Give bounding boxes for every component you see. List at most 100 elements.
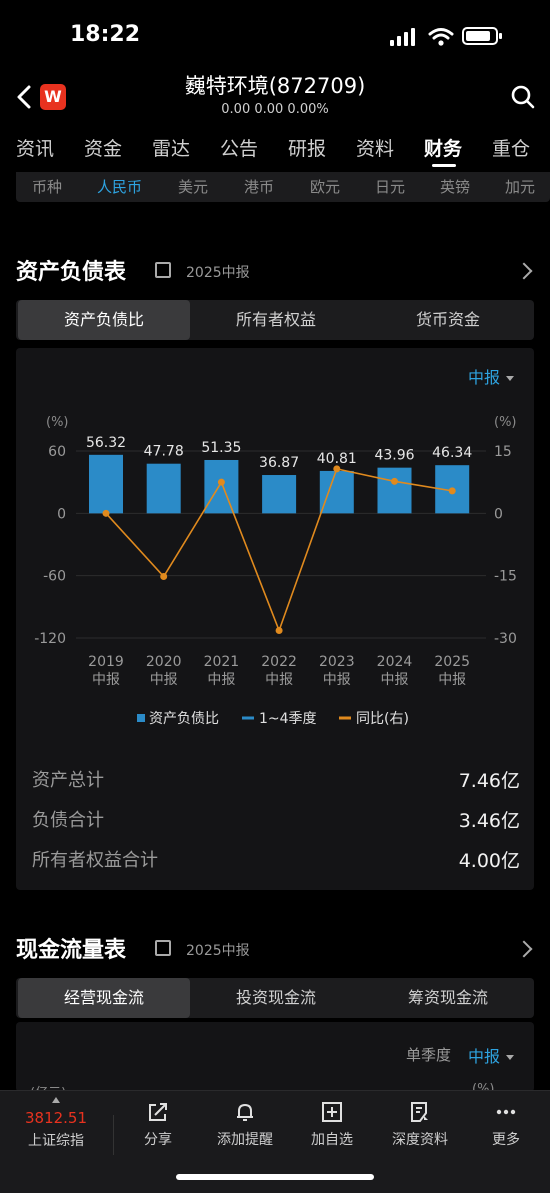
tab-profile[interactable]: 资料 bbox=[356, 138, 395, 160]
bar-value-label: 56.32 bbox=[86, 435, 126, 451]
summary-total-equity: 所有者权益合计 4.00亿 bbox=[32, 846, 520, 876]
wifi-icon bbox=[428, 28, 454, 46]
left-axis-tick-label: -60 bbox=[43, 569, 66, 585]
segment-equity[interactable]: 所有者权益 bbox=[235, 310, 316, 329]
currency-cny[interactable]: 人民币 bbox=[97, 178, 143, 196]
share-button[interactable]: 分享 bbox=[118, 1101, 198, 1149]
document-icon bbox=[411, 1102, 428, 1122]
legend-bar-label: 资产负债比 bbox=[149, 711, 219, 727]
chevron-down-icon bbox=[506, 376, 514, 381]
total-liabilities-label: 负债合计 bbox=[32, 810, 104, 831]
cashflow-title[interactable]: 现金流量表 bbox=[16, 938, 127, 963]
segment-cash[interactable]: 货币资金 bbox=[415, 310, 480, 329]
battery-icon bbox=[462, 27, 502, 45]
currency-usd[interactable]: 美元 bbox=[178, 178, 209, 196]
total-equity-value: 4.00亿 bbox=[458, 850, 520, 872]
period-dropdown-label: 中报 bbox=[467, 368, 500, 387]
currency-eur[interactable]: 欧元 bbox=[310, 178, 341, 196]
bar bbox=[319, 470, 354, 514]
add-watchlist-button[interactable]: 加自选 bbox=[292, 1101, 372, 1149]
legend-quarter-label: 1~4季度 bbox=[259, 711, 317, 727]
balance-sheet-period: 2025中报 bbox=[186, 265, 250, 281]
index-name: 上证综指 bbox=[28, 1133, 84, 1149]
add-watchlist-icon bbox=[322, 1102, 342, 1122]
currency-label: 币种 bbox=[32, 178, 63, 196]
cashflow-period-label: 中报 bbox=[468, 1047, 501, 1066]
segment-financing-cash[interactable]: 筹资现金流 bbox=[407, 988, 488, 1007]
currency-jpy[interactable]: 日元 bbox=[375, 178, 406, 196]
x-axis-year-label: 2025 bbox=[434, 654, 470, 670]
balance-sheet-title[interactable]: 资产负债表 bbox=[16, 260, 127, 285]
chevron-down-icon bbox=[506, 1055, 515, 1060]
x-axis-period-label: 中报 bbox=[150, 672, 178, 688]
yoy-point bbox=[217, 478, 225, 486]
deep-data-button[interactable]: 深度资料 bbox=[380, 1101, 460, 1149]
cashflow-segment-control: 经营现金流 投资现金流 筹资现金流 bbox=[16, 978, 534, 1018]
external-link-icon[interactable] bbox=[155, 940, 171, 956]
right-axis-tick-label: -30 bbox=[494, 631, 517, 647]
total-liabilities-value: 3.46亿 bbox=[458, 810, 520, 832]
x-axis-period-label: 中报 bbox=[323, 672, 351, 688]
legend-bar-swatch bbox=[137, 714, 145, 722]
tab-radar[interactable]: 雷达 bbox=[152, 138, 191, 160]
summary-total-assets: 资产总计 7.46亿 bbox=[32, 766, 520, 796]
right-axis-tick-label: 0 bbox=[494, 506, 503, 522]
tab-finance[interactable]: 财务 bbox=[424, 138, 463, 160]
tab-announcements[interactable]: 公告 bbox=[220, 138, 259, 160]
top-tabs: 资讯 资金 雷达 公告 研报 资料 财务 重仓 bbox=[0, 128, 550, 170]
more-button[interactable]: 更多 bbox=[466, 1101, 546, 1149]
segment-debt-ratio[interactable]: 资产负债比 bbox=[18, 300, 190, 340]
bar-value-label: 43.96 bbox=[374, 448, 414, 464]
x-axis-year-label: 2022 bbox=[261, 654, 297, 670]
right-axis-tick-label: -15 bbox=[494, 569, 517, 585]
x-axis-period-label: 中报 bbox=[207, 672, 235, 688]
currency-cad[interactable]: 加元 bbox=[505, 178, 536, 196]
index-quote[interactable]: 3812.51 上证综指 bbox=[0, 1095, 112, 1150]
bar bbox=[146, 463, 181, 514]
x-axis-year-label: 2019 bbox=[88, 654, 124, 670]
currency-hkd[interactable]: 港币 bbox=[244, 178, 275, 196]
quarter-toggle[interactable]: 单季度 bbox=[406, 1046, 452, 1064]
segment-operating-cash[interactable]: 经营现金流 bbox=[18, 978, 190, 1018]
left-axis-tick-label: 0 bbox=[57, 506, 66, 522]
cashflow-period-dropdown[interactable]: 中报 bbox=[468, 1043, 515, 1067]
x-axis-period-label: 中报 bbox=[438, 672, 466, 688]
back-icon[interactable] bbox=[14, 84, 34, 110]
bar bbox=[204, 459, 239, 514]
bar-value-label: 51.35 bbox=[201, 440, 241, 456]
add-alert-label: 添加提醒 bbox=[217, 1132, 273, 1148]
right-axis-tick-label: 15 bbox=[494, 444, 512, 460]
yoy-point bbox=[333, 465, 341, 473]
search-icon[interactable] bbox=[510, 84, 536, 110]
left-axis-tick-label: -120 bbox=[34, 631, 66, 647]
chevron-right-icon[interactable] bbox=[515, 940, 533, 958]
bar bbox=[89, 454, 123, 514]
index-value: 3812.51 bbox=[24, 1109, 88, 1127]
x-axis-year-label: 2024 bbox=[377, 654, 413, 670]
active-tab-indicator bbox=[432, 164, 456, 167]
tab-news[interactable]: 资讯 bbox=[16, 138, 55, 160]
segment-investing-cash[interactable]: 投资现金流 bbox=[235, 988, 316, 1007]
chevron-right-icon[interactable] bbox=[515, 262, 533, 280]
app-logo[interactable]: W bbox=[40, 84, 66, 110]
bar-value-label: 36.87 bbox=[259, 455, 299, 471]
tab-research[interactable]: 研报 bbox=[288, 138, 327, 160]
tab-holdings[interactable]: 重仓 bbox=[492, 138, 531, 160]
x-axis-period-label: 中报 bbox=[265, 672, 293, 688]
x-axis-year-label: 2021 bbox=[204, 654, 240, 670]
x-axis-period-label: 中报 bbox=[381, 672, 409, 688]
share-icon bbox=[149, 1103, 167, 1121]
stock-quote: 0.00 0.00 0.00% bbox=[221, 102, 329, 117]
currency-gbp[interactable]: 英镑 bbox=[440, 178, 471, 196]
legend-yoy-label: 同比(右) bbox=[356, 711, 409, 727]
more-label: 更多 bbox=[492, 1132, 520, 1148]
tab-funds[interactable]: 资金 bbox=[84, 138, 123, 160]
yoy-point bbox=[448, 487, 456, 495]
add-alert-button[interactable]: 添加提醒 bbox=[205, 1101, 285, 1149]
external-link-icon[interactable] bbox=[155, 262, 171, 278]
bar bbox=[377, 467, 412, 514]
summary-total-liabilities: 负债合计 3.46亿 bbox=[32, 806, 520, 836]
period-dropdown[interactable]: 中报 bbox=[468, 364, 514, 388]
yoy-point bbox=[102, 509, 110, 517]
left-axis-tick-label: 60 bbox=[48, 444, 66, 460]
